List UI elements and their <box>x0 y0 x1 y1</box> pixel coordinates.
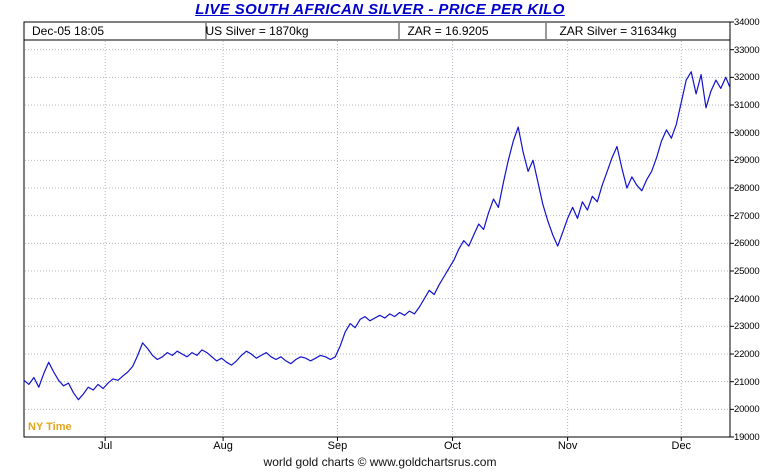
x-axis-label: Oct <box>443 440 462 452</box>
y-axis-label: 29000 <box>734 155 760 167</box>
price-line <box>23 71 731 401</box>
y-axis-label: 30000 <box>734 127 760 139</box>
y-axis-label: 32000 <box>734 72 760 84</box>
timestamp-label: Dec-05 18:05 <box>32 24 105 38</box>
x-axis-label: Sep <box>327 440 348 452</box>
chart-credit: world gold charts © www.goldchartsrus.co… <box>263 455 497 469</box>
y-axis-label: 25000 <box>734 266 760 277</box>
y-axis-label: 21000 <box>734 376 760 388</box>
x-axis-label: Nov <box>557 440 578 452</box>
chart-header: Dec-05 18:05 US Silver = 1870kg ZAR = 16… <box>24 23 730 40</box>
y-axis-label: 33000 <box>734 44 760 56</box>
y-axis-label: 23000 <box>734 321 760 333</box>
y-axis-label: 28000 <box>734 183 760 194</box>
y-axis: 19000 20000 21000 22000 23000 24000 25000 26000… <box>734 0 760 475</box>
x-axis-label: Aug <box>213 440 233 452</box>
y-axis-label: 26000 <box>734 238 760 250</box>
x-axis-label: Jul <box>98 440 113 452</box>
x-axis: Jul Aug Sep Oct Nov Dec <box>0 440 760 454</box>
ny-time-label: NY Time <box>28 421 72 433</box>
y-axis-label: 20000 <box>734 404 760 416</box>
chart-title: LIVE SOUTH AFRICAN SILVER - PRICE PER KI… <box>195 1 565 18</box>
us-silver-label: US Silver = 1870kg <box>205 24 309 38</box>
y-axis-label: 34000 <box>734 17 760 28</box>
y-axis-label: 22000 <box>734 349 760 360</box>
zar-silver-label: ZAR Silver = 31634kg <box>559 24 677 38</box>
y-axis-label: 19000 <box>734 432 760 443</box>
y-axis-label: 31000 <box>734 100 760 111</box>
y-axis-label: 24000 <box>734 293 760 305</box>
zar-rate-label: ZAR = 16.9205 <box>407 24 489 38</box>
x-axis-label: Dec <box>671 440 692 452</box>
y-axis-label: 27000 <box>734 210 760 222</box>
plot-border <box>23 21 731 438</box>
